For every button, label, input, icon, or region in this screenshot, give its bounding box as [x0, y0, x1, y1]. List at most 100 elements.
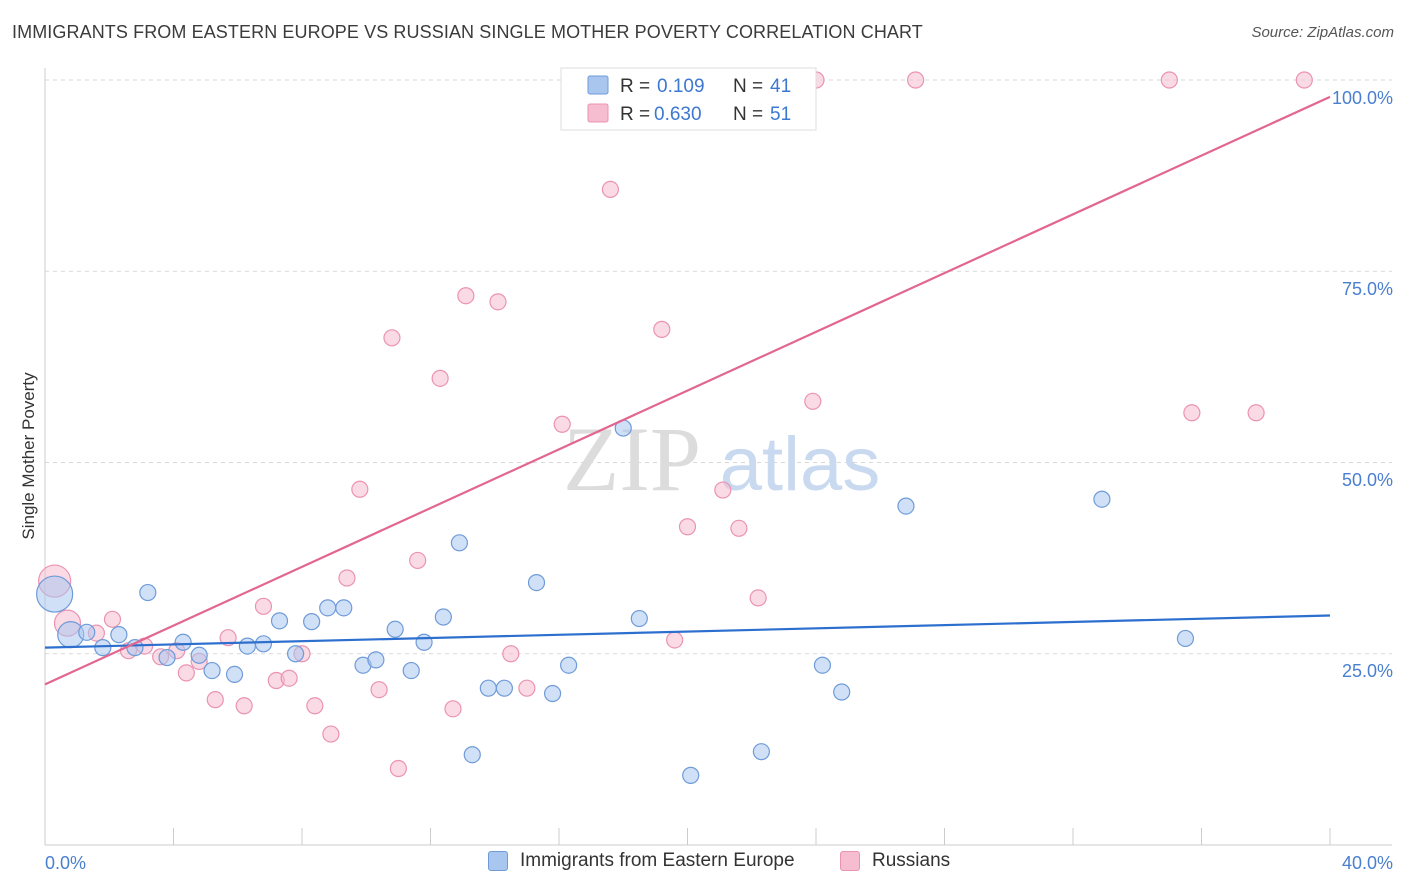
- watermark-atlas: atlas: [720, 422, 881, 507]
- russians-point: [219, 629, 237, 647]
- russians-point: [730, 519, 748, 537]
- eastern-europe-point: [813, 656, 832, 674]
- russians-point: [502, 645, 520, 663]
- y-tick-label: 75.0%: [1342, 279, 1393, 299]
- chart-title: IMMIGRANTS FROM EASTERN EUROPE VS RUSSIA…: [12, 22, 923, 42]
- eastern-europe-point: [402, 661, 420, 680]
- eastern-europe-point: [238, 637, 256, 655]
- watermark-zip: ZIP: [563, 408, 701, 510]
- y-tick-label: 50.0%: [1342, 470, 1393, 490]
- russians-trend-line: [44, 95, 1331, 686]
- russians-point: [306, 697, 324, 715]
- legend-blue-n-label: N =: [733, 76, 763, 97]
- eastern-europe-point: [415, 633, 433, 651]
- eastern-europe-point: [110, 626, 128, 644]
- legend-item-russians[interactable]: Russians: [840, 850, 950, 872]
- russians-point: [1295, 71, 1313, 89]
- x-tick-label-max: 40.0%: [1342, 853, 1393, 873]
- eastern-europe-point: [630, 609, 648, 628]
- y-tick-label: 100.0%: [1332, 88, 1393, 108]
- russians-point: [280, 669, 298, 687]
- eastern-europe-point: [543, 684, 562, 703]
- russians-point: [235, 697, 253, 715]
- legend-pink-r-label: R =: [620, 104, 650, 125]
- eastern-europe-point: [833, 683, 851, 701]
- legend-swatch-pink: [840, 851, 860, 871]
- eastern-europe-point: [203, 661, 221, 680]
- russians-point: [370, 681, 388, 699]
- eastern-europe-point: [174, 633, 192, 651]
- russians-point: [383, 329, 401, 347]
- russians-point: [1247, 404, 1265, 422]
- russians-point: [553, 415, 571, 433]
- trend-lines: [44, 95, 1331, 686]
- legend-blue-r-label: R =: [620, 76, 650, 97]
- russians-point: [678, 518, 697, 536]
- russians-point: [714, 481, 732, 499]
- source-label: Source: ZipAtlas.com: [1251, 24, 1394, 41]
- eastern-europe-point: [335, 599, 353, 617]
- legend-pink-swatch: [587, 103, 609, 123]
- russians-point: [489, 293, 507, 311]
- eastern-europe-point: [254, 635, 273, 653]
- legend-blue-r-value: 0.109: [657, 76, 705, 97]
- x-tick-label-min: 0.0%: [45, 853, 86, 873]
- legend-blue-n-value: 41: [770, 76, 791, 97]
- russians-point: [177, 664, 195, 682]
- russians-point: [653, 320, 671, 338]
- watermark: ZIP atlas: [563, 408, 880, 510]
- russians-point: [103, 610, 122, 628]
- eastern-europe-point: [897, 497, 915, 515]
- tick-labels: 25.0% 50.0% 75.0% 100.0% 0.0% 40.0%: [45, 88, 1393, 873]
- legend-pink-r-value: 0.630: [654, 104, 702, 125]
- eastern-europe-trend-line: [44, 614, 1331, 649]
- eastern-europe-point: [495, 679, 513, 697]
- axes: [44, 68, 1392, 846]
- russians-point: [1183, 404, 1201, 422]
- legend-swatch-blue: [488, 851, 508, 871]
- russians-point: [338, 569, 356, 587]
- eastern-europe-point: [94, 639, 112, 657]
- russians-point: [804, 392, 822, 410]
- russians-point: [254, 597, 273, 615]
- legend-label-russians: Russians: [872, 850, 951, 871]
- legend-label-eastern-europe: Immigrants from Eastern Europe: [520, 850, 795, 871]
- russians-point: [518, 679, 536, 697]
- eastern-europe-point: [752, 743, 770, 761]
- eastern-europe-point: [450, 534, 469, 552]
- eastern-europe-point: [463, 746, 481, 764]
- eastern-europe-point: [319, 599, 337, 617]
- eastern-europe-point: [286, 645, 305, 663]
- y-tick-label: 25.0%: [1342, 661, 1393, 681]
- legend-pink-n-value: 51: [770, 104, 791, 125]
- legend-item-eastern-europe[interactable]: Immigrants from Eastern Europe: [488, 850, 795, 872]
- russians-point: [431, 369, 449, 387]
- series-legend: Immigrants from Eastern Europe Russians: [0, 850, 1406, 880]
- eastern-europe-point: [386, 620, 404, 638]
- russians-point: [457, 287, 475, 305]
- legend-pink-n-label: N =: [733, 104, 763, 125]
- eastern-europe-point: [367, 651, 385, 669]
- eastern-europe-point: [270, 612, 289, 630]
- eastern-europe-point: [527, 574, 546, 592]
- eastern-europe-point: [190, 646, 208, 664]
- eastern-europe-point: [78, 623, 96, 641]
- russians-point: [389, 759, 407, 778]
- eastern-europe-point: [1176, 629, 1195, 648]
- russians-point: [351, 480, 369, 498]
- russians-point: [1160, 71, 1178, 89]
- eastern-europe-point: [36, 575, 74, 613]
- grid-lines: [45, 79, 1392, 655]
- y-axis-label: Single Mother Poverty: [19, 372, 38, 540]
- eastern-europe-point: [434, 608, 452, 626]
- eastern-europe-point: [158, 648, 176, 667]
- correlation-legend: R = 0.109 N = 41 R = 0.630 N = 51: [560, 67, 817, 131]
- eastern-europe-point: [682, 766, 700, 784]
- eastern-europe-point: [560, 656, 578, 674]
- russians-point: [601, 180, 620, 198]
- eastern-europe-point: [225, 665, 244, 684]
- russians-point: [206, 691, 224, 709]
- eastern-europe-point: [139, 583, 157, 602]
- russians-point: [906, 71, 925, 89]
